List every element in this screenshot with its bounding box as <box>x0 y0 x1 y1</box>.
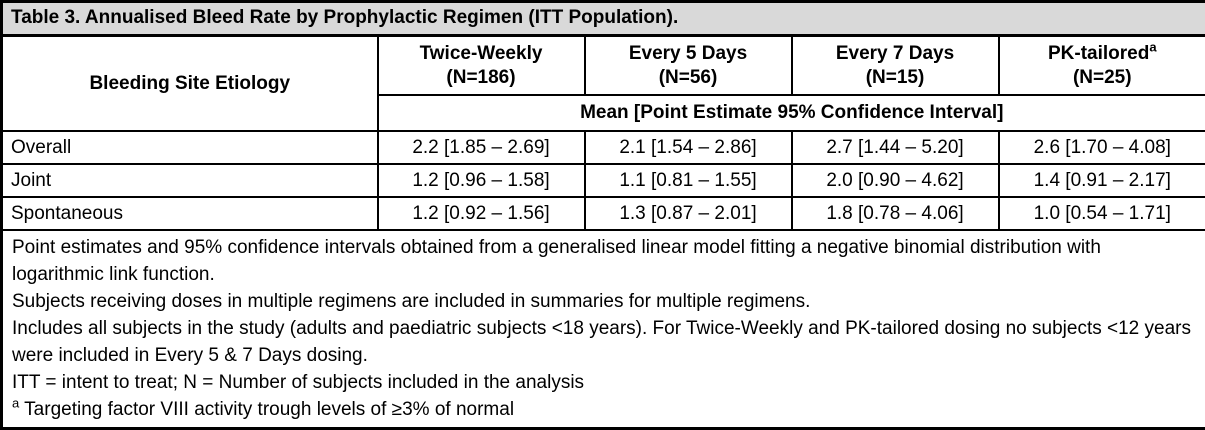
footnote-subjects-included: Includes all subjects in the study (adul… <box>12 315 1196 369</box>
row-label: Spontaneous <box>2 197 378 230</box>
column-header-n: (N=25) <box>1073 67 1132 88</box>
column-header-label: Twice-Weekly <box>420 43 543 64</box>
subheader-mean-confidence-interval: Mean [Point Estimate 95% Confidence Inte… <box>378 95 1205 131</box>
row-label: Joint <box>2 164 378 197</box>
column-header-label: PK-tailored <box>1048 43 1149 64</box>
footnotes-cell: Point estimates and 95% confidence inter… <box>2 230 1205 429</box>
column-header-bleeding-site-etiology: Bleeding Site Etiology <box>2 35 378 131</box>
column-header-every-5-days: Every 5 Days (N=56) <box>585 35 792 95</box>
cell-value: 1.4 [0.91 – 2.17] <box>999 164 1205 197</box>
table-header-row: Bleeding Site Etiology Twice-Weekly (N=1… <box>2 35 1205 95</box>
footnote-model: Point estimates and 95% confidence inter… <box>12 234 1196 288</box>
cell-value: 2.7 [1.44 – 5.20] <box>792 131 999 164</box>
footnote-multiple-regimens: Subjects receiving doses in multiple reg… <box>12 288 1196 315</box>
footnote-marker-superscript: a <box>1149 39 1156 54</box>
column-header-pk-tailored: PK-tailoreda (N=25) <box>999 35 1205 95</box>
column-header-label: Every 5 Days <box>629 43 747 64</box>
cell-value: 2.6 [1.70 – 4.08] <box>999 131 1205 164</box>
cell-value: 1.2 [0.96 – 1.58] <box>378 164 585 197</box>
column-header-every-7-days: Every 7 Days (N=15) <box>792 35 999 95</box>
cell-value: 1.8 [0.78 – 4.06] <box>792 197 999 230</box>
footnote-text: Targeting factor VIII activity trough le… <box>24 399 514 420</box>
table-row-joint: Joint 1.2 [0.96 – 1.58] 1.1 [0.81 – 1.55… <box>2 164 1205 197</box>
cell-value: 1.3 [0.87 – 2.01] <box>585 197 792 230</box>
footnote-abbreviations: ITT = intent to treat; N = Number of sub… <box>12 369 1196 396</box>
table-title: Table 3. Annualised Bleed Rate by Prophy… <box>2 2 1205 36</box>
cell-value: 2.2 [1.85 – 2.69] <box>378 131 585 164</box>
table-row-overall: Overall 2.2 [1.85 – 2.69] 2.1 [1.54 – 2.… <box>2 131 1205 164</box>
footnote-pk-tailored-definition: a Targeting factor VIII activity trough … <box>12 396 1196 423</box>
cell-value: 2.0 [0.90 – 4.62] <box>792 164 999 197</box>
footnote-marker-superscript: a <box>12 396 19 411</box>
table-title-row: Table 3. Annualised Bleed Rate by Prophy… <box>2 2 1205 36</box>
row-label: Overall <box>2 131 378 164</box>
cell-value: 1.1 [0.81 – 1.55] <box>585 164 792 197</box>
column-header-n: (N=186) <box>446 67 515 88</box>
cell-value: 1.2 [0.92 – 1.56] <box>378 197 585 230</box>
column-header-label: Every 7 Days <box>836 43 954 64</box>
column-header-n: (N=56) <box>659 67 718 88</box>
column-header-twice-weekly: Twice-Weekly (N=186) <box>378 35 585 95</box>
document-page: Table 3. Annualised Bleed Rate by Prophy… <box>0 0 1205 417</box>
cell-value: 1.0 [0.54 – 1.71] <box>999 197 1205 230</box>
cell-value: 2.1 [1.54 – 2.86] <box>585 131 792 164</box>
table-row-spontaneous: Spontaneous 1.2 [0.92 – 1.56] 1.3 [0.87 … <box>2 197 1205 230</box>
column-header-n: (N=15) <box>866 67 925 88</box>
table-footnotes-row: Point estimates and 95% confidence inter… <box>2 230 1205 429</box>
